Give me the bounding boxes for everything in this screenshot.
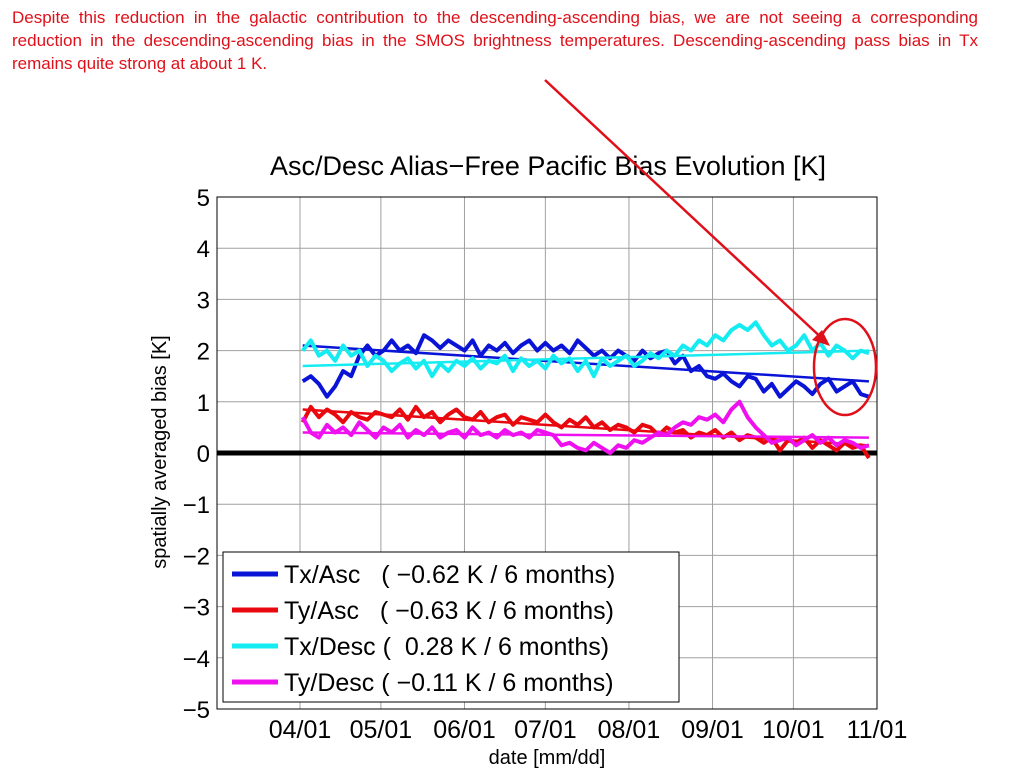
y-tick-label: 3 [197,287,210,314]
y-tick-label: −2 [183,543,210,570]
y-tick-label: −1 [183,492,210,519]
x-tick-label: 10/01 [762,716,825,744]
legend-label: Ty/Desc ( −0.11 K / 6 months) [284,669,614,697]
series-line-tx-asc [301,333,870,399]
callout-arrow-line [544,79,827,343]
legend: Tx/Asc ( −0.62 K / 6 months) Ty/Asc ( −0.… [222,551,680,703]
x-tick-label: 06/01 [433,716,496,744]
y-tick-label: −4 [183,646,210,673]
y-axis-label: spatially averaged bias [K] [149,335,171,568]
y-tick-label: 4 [197,236,210,263]
series-line-ty-desc [300,399,870,455]
chart-title: Asc/Desc Alias−Free Pacific Bias Evoluti… [270,151,826,181]
annotation-text: Despite this reduction in the galactic c… [12,8,978,73]
x-tick-label: 08/01 [598,716,661,744]
x-tick-label: 04/01 [269,716,332,744]
legend-label: Tx/Desc ( 0.28 K / 6 months) [284,633,609,661]
x-tick-label: 11/01 [847,716,908,744]
y-tick-label: 2 [197,339,210,366]
trend-line-tx-desc [302,349,869,368]
y-tick-label: 1 [197,390,210,417]
trend-line-ty-desc [302,431,869,439]
legend-label: Ty/Asc ( −0.63 K / 6 months) [284,597,614,625]
series-layer [300,320,871,460]
x-axis-label: date [mm/dd] [489,747,606,768]
series-line-tx-desc [301,320,870,379]
callout-ellipse [812,317,878,417]
x-tick-label: 05/01 [350,716,413,744]
y-tick-label: −3 [183,595,210,622]
callout-arrowhead [812,330,830,346]
callout [544,79,878,417]
legend-box [222,551,680,703]
y-tick-label: 5 [197,185,210,212]
y-axis-ticks: −5 −4 −3 −2 −1 0 1 2 3 4 5 [183,185,210,724]
x-tick-label: 07/01 [514,716,577,744]
y-tick-label: −5 [183,697,210,724]
x-axis-ticks: 04/01 05/01 06/01 07/01 08/01 09/01 10/01 11/01 [269,716,908,744]
legend-label: Tx/Asc ( −0.62 K / 6 months) [284,561,615,589]
trend-line-ty-asc [302,408,869,447]
x-tick-label: 09/01 [681,716,744,744]
y-tick-label: 0 [197,441,210,468]
